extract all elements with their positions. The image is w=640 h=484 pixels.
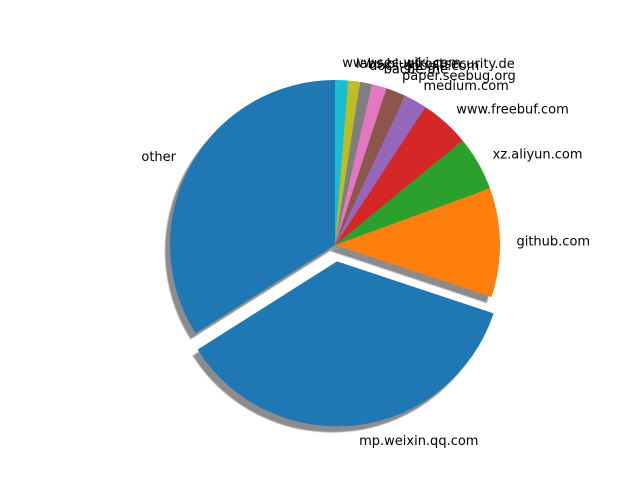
pie-label-mp-weixin-qq-com: mp.weixin.qq.com xyxy=(359,434,478,449)
pie-label-www-sec-wiki-com: www.sec-wiki.com xyxy=(342,56,461,71)
pie-label-layer: other mp.weixin.qq.com github.com xz.aliyun… xyxy=(141,56,590,449)
pie-slice-www-sec-wiki-com xyxy=(335,80,349,245)
pie-slice-xz-aliyun-com xyxy=(335,140,490,245)
pie-label-other: other xyxy=(141,150,176,165)
pie-slice-paper-seebug-org xyxy=(335,88,406,245)
pie-label-docs-google-com: docs.google.com xyxy=(369,59,479,74)
pie-slice-medium-com xyxy=(335,95,426,245)
pie-slice-layer xyxy=(170,80,500,427)
pie-label-www-freebuf-com: www.freebuf.com xyxy=(456,103,569,118)
pie-slice-mp-weixin-qq-com xyxy=(197,261,494,427)
pie-label-bacde-me: bacde.me xyxy=(384,63,448,78)
pie-slice-other xyxy=(170,80,335,334)
pie-label-github-com: github.com xyxy=(516,235,590,250)
pie-label-xz-aliyun-com: xz.aliyun.com xyxy=(493,148,583,163)
pie-slice-github-com xyxy=(335,188,500,297)
pie-slice-www-freebuf-com xyxy=(335,106,463,245)
pie-label-paper-seebug-org: paper.seebug.org xyxy=(402,69,516,84)
pie-label-medium-com: medium.com xyxy=(424,79,509,94)
pie-slice-labs-bluefrostsecurity-de xyxy=(335,80,361,246)
pie-slice-docs-google-com xyxy=(335,81,372,245)
pie-label-labs-bluefrostsecurity-de: labs.bluefrostsecurity.de xyxy=(356,57,515,72)
pie-slice-bacde-me xyxy=(335,84,387,245)
